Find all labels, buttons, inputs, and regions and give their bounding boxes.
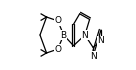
Text: N: N: [98, 36, 104, 45]
Text: O: O: [54, 16, 61, 25]
Text: N: N: [81, 31, 88, 39]
Text: B: B: [61, 31, 67, 39]
Text: O: O: [54, 45, 61, 54]
Text: N: N: [90, 52, 96, 61]
